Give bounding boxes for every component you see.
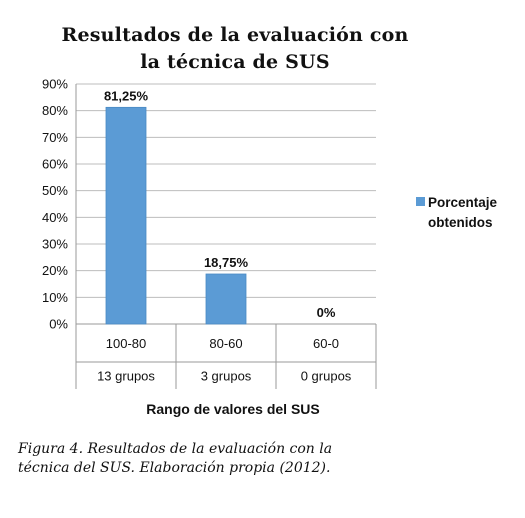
figure-caption: Figura 4. Resultados de la evaluación co…	[18, 440, 478, 478]
chart-title-line-1: Resultados de la evaluación con	[61, 24, 409, 46]
y-tick-label: 50%	[42, 183, 68, 198]
x-axis-label: Rango de valores del SUS	[146, 401, 320, 417]
legend-swatch	[416, 197, 425, 206]
sub-category-label: 0 grupos	[301, 369, 352, 384]
y-tick-label: 80%	[42, 103, 68, 118]
bar	[205, 273, 247, 325]
y-tick-label: 90%	[42, 77, 68, 92]
legend-label: Porcentaje obtenidos	[428, 193, 497, 233]
y-tick-label: 60%	[42, 157, 68, 172]
caption-line-1: Figura 4. Resultados de la evaluación co…	[18, 441, 333, 457]
category-label: 80-60	[209, 336, 242, 351]
y-tick-label: 70%	[42, 130, 68, 145]
data-label: 0%	[317, 305, 336, 320]
legend-label-line-1: Porcentaje	[428, 195, 498, 210]
y-tick-label: 10%	[42, 290, 68, 305]
chart-title-line-2: la técnica de SUS	[140, 51, 330, 73]
data-label: 81,25%	[104, 88, 149, 103]
sub-category-label: 13 grupos	[97, 369, 155, 384]
sub-category-label: 3 grupos	[201, 369, 252, 384]
legend-label-line-2: obtenidos	[428, 215, 493, 230]
y-tick-label: 0%	[49, 317, 68, 332]
category-label: 60-0	[313, 336, 339, 351]
y-tick-label: 20%	[42, 263, 68, 278]
data-label: 18,75%	[204, 255, 249, 270]
chart-title: Resultados de la evaluación con la técni…	[40, 22, 430, 76]
chart-legend: Porcentaje obtenidos	[416, 193, 524, 233]
caption-line-2: técnica del SUS. Elaboración propia (201…	[18, 460, 331, 476]
category-label: 100-80	[106, 336, 146, 351]
y-tick-label: 40%	[42, 210, 68, 225]
bar	[105, 106, 147, 325]
y-tick-label: 30%	[42, 237, 68, 252]
